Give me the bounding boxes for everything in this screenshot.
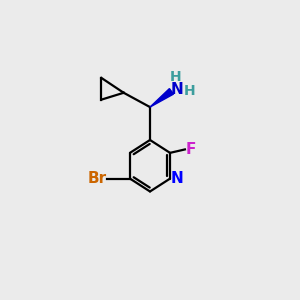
- Text: N: N: [170, 82, 183, 97]
- Text: H: H: [170, 70, 182, 84]
- Polygon shape: [150, 88, 173, 107]
- Text: F: F: [185, 142, 196, 157]
- Text: Br: Br: [88, 171, 107, 186]
- Text: H: H: [184, 84, 196, 98]
- Text: N: N: [170, 171, 183, 186]
